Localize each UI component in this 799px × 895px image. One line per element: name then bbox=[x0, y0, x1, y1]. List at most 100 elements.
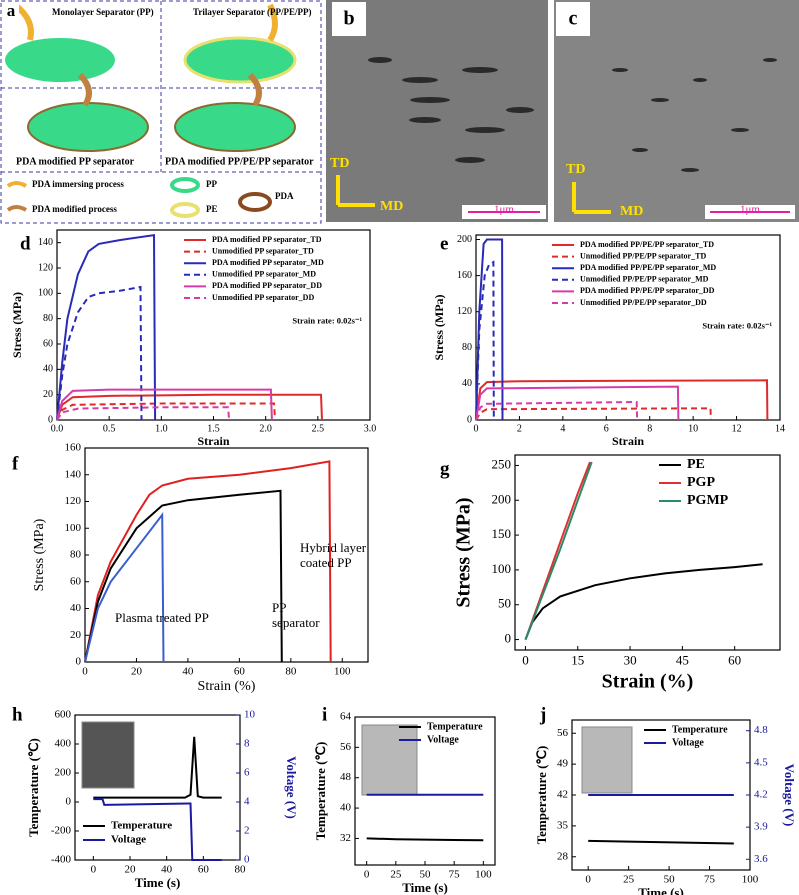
x-axis-label: Time (s) bbox=[402, 880, 448, 895]
legend-label: Temperature bbox=[672, 724, 728, 735]
x-tick-label: 2 bbox=[517, 423, 522, 434]
caption: PDA modified PP/PE/PP separator bbox=[165, 156, 314, 167]
x-axis-label: Strain (%) bbox=[602, 671, 694, 693]
legend-label: PDA modified PP/PE/PP separator_MD bbox=[580, 263, 716, 272]
caption: Trilayer Separator (PP/PE/PP) bbox=[193, 7, 311, 17]
x-tick-label: 3.0 bbox=[364, 423, 377, 434]
y-tick-label: 160 bbox=[65, 442, 82, 454]
pores bbox=[612, 58, 777, 172]
arrow bbox=[247, 72, 262, 107]
series-line bbox=[56, 402, 277, 421]
y-tick-label: 150 bbox=[492, 526, 512, 541]
x-tick-label: 4 bbox=[560, 423, 565, 434]
series-line bbox=[56, 393, 323, 421]
panel-label: c bbox=[569, 8, 578, 30]
inset-photo bbox=[361, 724, 418, 796]
legend-label: Unmodified PP/PE/PP separator_MD bbox=[580, 275, 709, 284]
y-tick-label: 0 bbox=[505, 631, 512, 646]
legend-label: Voltage bbox=[672, 737, 704, 748]
x-tick-label: 45 bbox=[676, 653, 689, 668]
legend-icon bbox=[238, 192, 272, 212]
x-tick-label: 100 bbox=[742, 873, 759, 885]
plot-frame bbox=[514, 454, 781, 651]
legend-label: PDA modified PP/PE/PP separator_DD bbox=[580, 286, 715, 295]
y-tick-label: 28 bbox=[557, 850, 569, 862]
x-tick-label: 60 bbox=[198, 863, 210, 875]
y-tick-label: 100 bbox=[38, 288, 53, 299]
x-tick-label: 1.0 bbox=[155, 423, 168, 434]
series-line bbox=[84, 489, 283, 663]
x-axis-label: Strain bbox=[197, 434, 229, 448]
legend-text: PDA bbox=[275, 191, 294, 201]
x-tick-label: 25 bbox=[623, 873, 635, 885]
y-tick-label: -200 bbox=[51, 825, 72, 837]
legend-label: Unmodified PP/PE/PP separator_TD bbox=[580, 251, 706, 260]
y-tick-label: 80 bbox=[43, 313, 53, 324]
x-tick-label: 50 bbox=[420, 868, 432, 880]
y-tick-label: 140 bbox=[38, 237, 53, 248]
y-tick-label: -400 bbox=[51, 854, 72, 866]
y-tick-label: 200 bbox=[457, 234, 472, 245]
y2-tick-label: 4.2 bbox=[754, 789, 768, 801]
panel-label: a bbox=[7, 1, 16, 20]
x-tick-label: 50 bbox=[664, 873, 676, 885]
legend-text: PDA immersing process bbox=[32, 179, 124, 189]
annotation-box: PP separator bbox=[272, 600, 320, 630]
x-tick-label: 0 bbox=[91, 863, 97, 875]
y-tick-label: 0 bbox=[66, 796, 72, 808]
chart: j 0 25 50 75 100 28 35 42 49 56 3.6 3.9 4.2 4.5 4.8 Time… bbox=[534, 704, 797, 895]
legend-label: Unmodified PP separator_MD bbox=[212, 270, 316, 279]
legend-label: PGP bbox=[687, 475, 715, 490]
x-axis-label: Strain (%) bbox=[198, 679, 256, 694]
inset-photo bbox=[81, 721, 135, 789]
series-line bbox=[475, 407, 712, 421]
y-tick-label: 40 bbox=[43, 364, 53, 375]
y-tick-label: 140 bbox=[65, 468, 82, 480]
y-tick-label: 400 bbox=[55, 738, 72, 750]
x-tick-label: 14 bbox=[775, 423, 785, 434]
sem-image bbox=[554, 0, 799, 222]
y-axis-label: Stress (MPa) bbox=[10, 292, 24, 358]
inset-photo bbox=[581, 726, 633, 794]
legend-text: PE bbox=[206, 204, 218, 214]
y-tick-label: 60 bbox=[70, 575, 82, 587]
x-tick-label: 0 bbox=[522, 653, 529, 668]
legend-label: PDA modified PP separator_MD bbox=[212, 258, 324, 267]
td-label: TD bbox=[330, 156, 349, 171]
label-box bbox=[3, 3, 19, 19]
panel-label: d bbox=[20, 233, 31, 254]
series-line bbox=[93, 736, 222, 799]
modified-disc bbox=[174, 102, 296, 152]
y-tick-label: 0 bbox=[467, 414, 472, 425]
panel-c: c TD MD 1μm bbox=[554, 0, 799, 222]
td-label: TD bbox=[566, 162, 585, 177]
x-tick-label: 60 bbox=[234, 665, 246, 677]
legend-label: Temperature bbox=[111, 820, 172, 832]
y-tick-label: 120 bbox=[65, 495, 82, 507]
y2-tick-label: 10 bbox=[244, 709, 256, 721]
label-box bbox=[556, 2, 590, 36]
panel-label: e bbox=[440, 233, 448, 254]
caption: PDA modified PP separator bbox=[16, 156, 135, 167]
annotation-box: Hybrid layer coated PP bbox=[300, 540, 366, 570]
x-tick-label: 25 bbox=[390, 868, 402, 880]
y-tick-label: 0 bbox=[76, 656, 82, 668]
x-axis-label: Strain bbox=[612, 434, 644, 448]
y-tick-label: 56 bbox=[557, 727, 569, 739]
legend-text: PP bbox=[206, 179, 217, 189]
x-tick-label: 12 bbox=[732, 423, 742, 434]
note: Strain rate: 0.02s⁻¹ bbox=[702, 321, 772, 331]
panel-label: f bbox=[12, 453, 19, 474]
x-tick-label: 30 bbox=[624, 653, 637, 668]
legend-text: PDA modified process bbox=[32, 204, 117, 214]
series-line bbox=[475, 385, 680, 421]
y2-tick-label: 3.9 bbox=[754, 821, 768, 833]
modified-disc bbox=[27, 102, 149, 152]
x-tick-label: 8 bbox=[647, 423, 652, 434]
md-label: MD bbox=[620, 204, 643, 219]
x-tick-label: 6 bbox=[604, 423, 609, 434]
x-tick-label: 1.5 bbox=[207, 423, 220, 434]
legend-label: Voltage bbox=[427, 734, 459, 745]
label-box bbox=[332, 2, 366, 36]
